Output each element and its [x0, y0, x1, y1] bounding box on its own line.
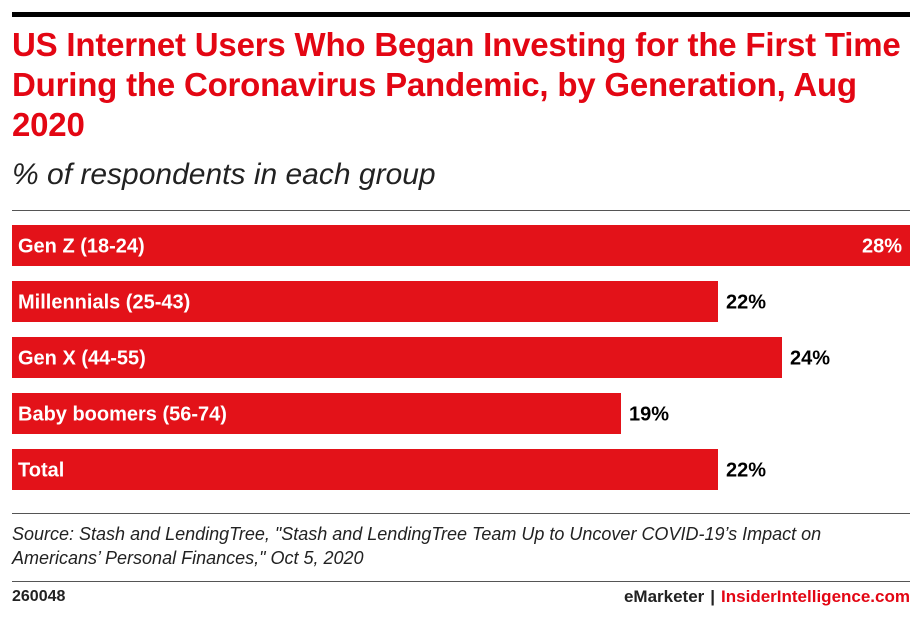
bar	[12, 337, 782, 378]
category-label: Millennials (25-43)	[18, 292, 190, 314]
category-label: Gen X (44-55)	[18, 348, 146, 370]
source-note: Source: Stash and LendingTree, "Stash an…	[12, 524, 822, 568]
bar-chart: Gen Z (18-24) 28% Millennials (25-43) 22% Ge…	[12, 222, 910, 492]
chart-subtitle: % of respondents in each group	[12, 158, 436, 191]
value-label: 22%	[726, 460, 766, 482]
chart-top-divider	[12, 210, 910, 211]
bar	[12, 393, 621, 434]
bar	[12, 281, 718, 322]
bar-chart-svg: Gen Z (18-24) 28% Millennials (25-43) 22% Ge…	[12, 225, 910, 490]
category-label: Total	[18, 460, 64, 482]
chart-id: 260048	[12, 588, 66, 605]
value-label: 24%	[790, 348, 830, 370]
chart-title: US Internet Users Who Began Investing fo…	[12, 26, 901, 143]
source-divider	[12, 513, 910, 514]
bar	[12, 225, 910, 266]
top-rule	[12, 12, 910, 17]
brand-emarketer[interactable]: eMarketer	[623, 587, 705, 606]
category-label: Gen Z (18-24)	[18, 236, 145, 258]
value-label: 19%	[629, 404, 669, 426]
footer-divider	[12, 581, 910, 582]
brand-credit[interactable]: eMarketer | InsiderIntelligence.com	[624, 587, 910, 607]
value-label: 22%	[726, 292, 766, 314]
brand-insider-intelligence[interactable]: InsiderIntelligence.com	[721, 587, 910, 606]
value-label: 28%	[862, 236, 902, 258]
bar	[12, 449, 718, 490]
brand-separator: |	[710, 587, 716, 606]
category-label: Baby boomers (56-74)	[18, 404, 227, 426]
